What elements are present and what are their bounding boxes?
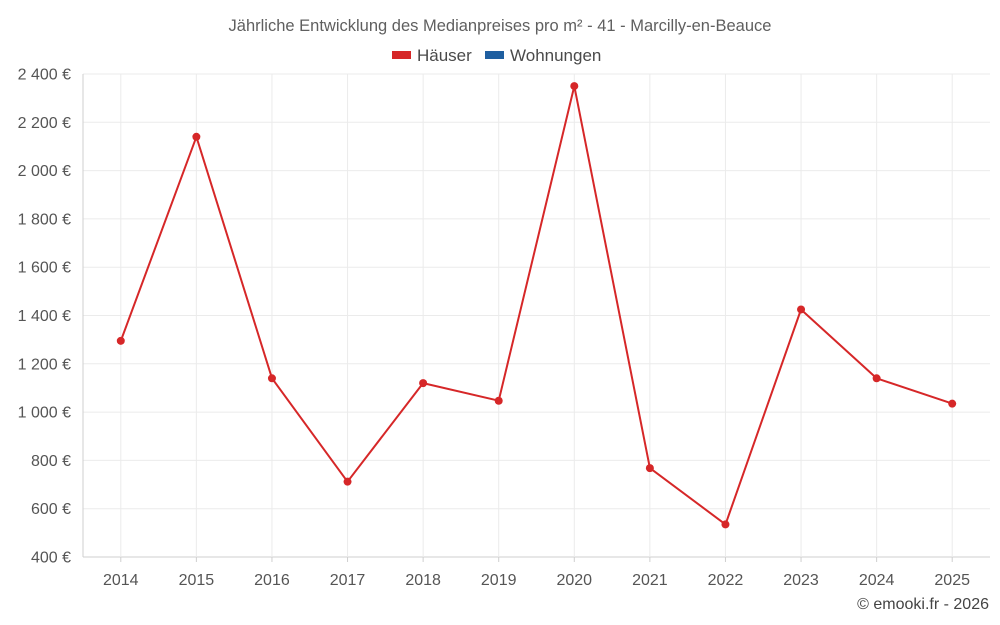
- y-tick-label: 1 000 €: [18, 405, 71, 422]
- data-point-2018[interactable]: [419, 379, 428, 388]
- y-tick-label: 2 200 €: [18, 115, 71, 132]
- x-tick-label: 2024: [859, 572, 895, 589]
- y-tick-label: 400 €: [31, 550, 71, 567]
- y-tick-label: 2 000 €: [18, 163, 71, 180]
- legend-label-wohnungen: Wohnungen: [510, 46, 601, 65]
- data-point-2015[interactable]: [192, 132, 201, 141]
- y-tick-label: 1 400 €: [18, 308, 71, 325]
- legend-label-haeuser: Häuser: [417, 46, 472, 65]
- data-point-2017[interactable]: [343, 477, 352, 486]
- chart-title: Jährliche Entwicklung des Medianpreises …: [229, 17, 772, 35]
- x-tick-label: 2017: [330, 572, 366, 589]
- legend-item-wohnungen[interactable]: Wohnungen: [485, 46, 601, 65]
- x-tick-label: 2018: [405, 572, 441, 589]
- x-tick-label: 2021: [632, 572, 668, 589]
- data-point-2024[interactable]: [872, 374, 881, 383]
- y-axis: 400 € 600 € 800 € 1 000 € 1 200 € 1 400 € 1 60…: [18, 67, 71, 567]
- x-tick-label: 2023: [783, 572, 819, 589]
- x-axis: 2014 2015 2016 2017 2018 2019 2020 2021 2022 2023…: [103, 557, 970, 589]
- data-point-2016[interactable]: [267, 374, 276, 383]
- legend-swatch-haeuser: [392, 51, 411, 59]
- y-tick-label: 1 200 €: [18, 356, 71, 373]
- data-point-2021[interactable]: [645, 464, 654, 473]
- y-tick-label: 800 €: [31, 453, 71, 470]
- x-tick-label: 2022: [708, 572, 744, 589]
- data-point-2023[interactable]: [797, 305, 806, 314]
- legend: Häuser Wohnungen: [392, 46, 601, 65]
- x-tick-label: 2014: [103, 572, 139, 589]
- data-point-2025[interactable]: [948, 399, 957, 408]
- x-tick-label: 2020: [556, 572, 592, 589]
- x-tick-label: 2016: [254, 572, 290, 589]
- x-tick-label: 2025: [934, 572, 970, 589]
- x-tick-label: 2015: [179, 572, 215, 589]
- legend-swatch-wohnungen: [485, 51, 504, 59]
- data-point-2022[interactable]: [721, 520, 730, 529]
- grid: [82, 73, 990, 558]
- y-tick-label: 1 600 €: [18, 260, 71, 277]
- x-tick-label: 2019: [481, 572, 517, 589]
- series: [116, 82, 957, 529]
- data-point-2020[interactable]: [570, 82, 579, 91]
- y-tick-label: 1 800 €: [18, 211, 71, 228]
- data-point-2014[interactable]: [116, 336, 125, 345]
- y-tick-label: 600 €: [31, 501, 71, 518]
- credit-text: © emooki.fr - 2026: [857, 596, 989, 613]
- legend-item-haeuser[interactable]: Häuser: [392, 46, 472, 65]
- y-tick-label: 2 400 €: [18, 67, 71, 84]
- data-point-2019[interactable]: [494, 396, 503, 405]
- series-line-häuser: [119, 85, 953, 526]
